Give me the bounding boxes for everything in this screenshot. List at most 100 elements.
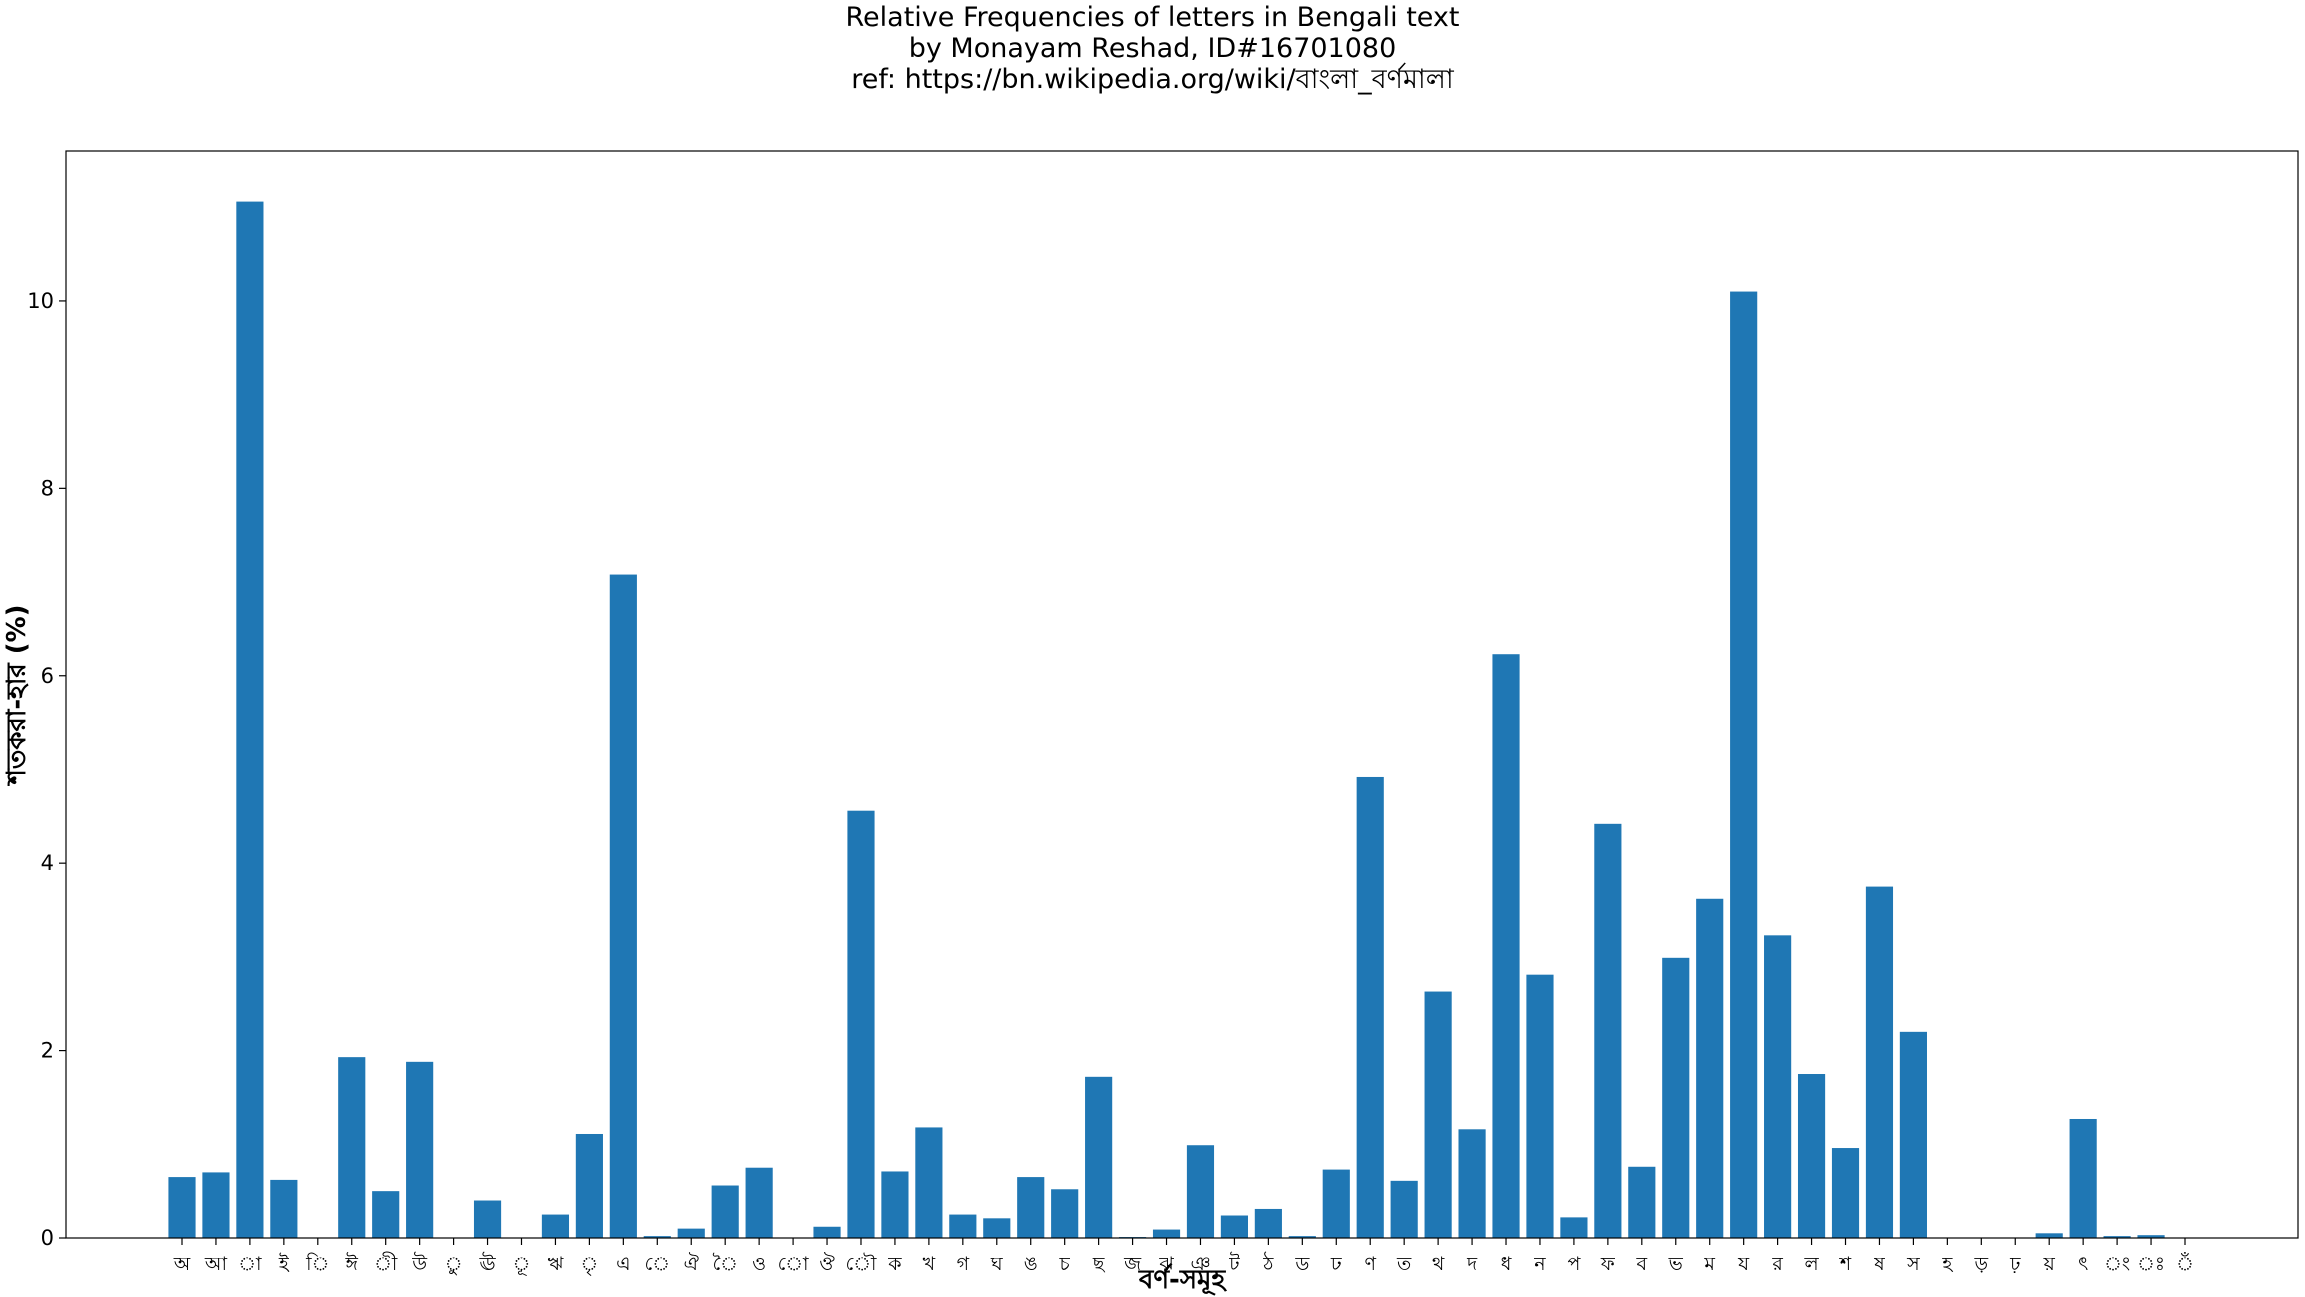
bar-6 [372, 1191, 400, 1238]
x-tick-label: ত [1396, 1253, 1412, 1275]
y-tick-label: 6 [41, 664, 54, 688]
bar-16 [711, 1185, 739, 1238]
bar-34 [1322, 1169, 1350, 1238]
x-tick-label: দ [1466, 1253, 1478, 1275]
x-tick-label: চ [1059, 1253, 1071, 1275]
x-tick-label: স [1906, 1253, 1920, 1275]
bar-48 [1797, 1074, 1826, 1238]
bar-31 [1220, 1215, 1248, 1238]
bar-11 [541, 1214, 570, 1238]
x-tick-label: ন [1533, 1253, 1546, 1275]
bar-22 [915, 1127, 943, 1238]
bar-12 [575, 1133, 603, 1238]
x-tick-label: ণ [1364, 1253, 1376, 1275]
bar-13 [609, 574, 637, 1238]
x-tick-label: ঙ [1024, 1253, 1038, 1275]
bar-42 [1594, 823, 1622, 1238]
x-tick-label: ট [1228, 1252, 1240, 1275]
x-tick-label: ঝ [1158, 1253, 1174, 1275]
bar-1 [202, 1172, 230, 1238]
x-tick-label: ধ [1501, 1253, 1512, 1275]
x-tick-label: ভ [1668, 1253, 1684, 1275]
bar-51 [1899, 1031, 1927, 1238]
bar-56 [2069, 1118, 2097, 1238]
x-tick-label: ল [1803, 1253, 1819, 1275]
bar-50 [1865, 886, 1894, 1238]
bar-27 [1085, 1076, 1113, 1238]
y-tick-label: 0 [41, 1226, 54, 1250]
bar-44 [1662, 957, 1690, 1238]
x-tick-label: ঘ [990, 1253, 1003, 1275]
x-tick-label: ঐ [684, 1252, 700, 1275]
bar-46 [1730, 291, 1758, 1238]
bar-17 [745, 1167, 773, 1238]
x-tick-label: এ [616, 1253, 630, 1275]
x-tick-label: প [1567, 1253, 1581, 1275]
x-tick-label: ও [752, 1253, 766, 1275]
x-tick-label: ছ [1092, 1253, 1106, 1275]
bar-14 [643, 1236, 671, 1238]
x-tick-label: ৌ [846, 1253, 877, 1275]
bar-47 [1764, 935, 1792, 1238]
x-tick-label: ৃ [580, 1253, 598, 1276]
y-tick-label: 4 [41, 851, 54, 875]
x-tick-label: ঋ [548, 1253, 564, 1275]
bar-43 [1628, 1166, 1656, 1238]
y-axis: 0 2 4 6 8 10 [27, 289, 66, 1250]
x-tick-label: ড় [1974, 1253, 1989, 1275]
x-tick-label: শ [1839, 1253, 1852, 1275]
chart-title-line-2: by Monayam Reshad, ID#16701080 [908, 33, 1397, 64]
bar-19 [813, 1226, 841, 1238]
x-tick-label: য [1737, 1253, 1750, 1275]
bar-57 [2103, 1236, 2131, 1238]
bar-37 [1424, 991, 1452, 1238]
bar-38 [1458, 1129, 1486, 1238]
y-tick-label: 10 [27, 289, 54, 313]
bar-25 [1017, 1177, 1045, 1238]
bar-49 [1831, 1148, 1860, 1238]
x-tick-label: উ [411, 1252, 428, 1275]
bar-32 [1254, 1208, 1282, 1238]
x-tick-label: ং [2104, 1253, 2130, 1275]
x-tick-label: ঁ [2176, 1253, 2194, 1275]
x-tick-label: ঈ [345, 1252, 359, 1275]
x-tick-label: ঠ [1262, 1252, 1274, 1275]
x-tick-label: ড [1294, 1253, 1310, 1275]
bar-36 [1390, 1180, 1418, 1238]
x-tick-label: ঢ [1330, 1253, 1342, 1275]
chart-title: Relative Frequencies of letters in Benga… [0, 2, 2305, 95]
x-tick-label: ক [887, 1253, 902, 1275]
bar-26 [1051, 1189, 1079, 1238]
chart-title-line-3: ref: https://bn.wikipedia.org/wiki/বাংলা… [851, 64, 1454, 95]
bar-3 [270, 1179, 298, 1238]
x-tick-label: ঢ় [2009, 1253, 2021, 1275]
x-tick-label: ঊ [478, 1252, 496, 1275]
x-tick-label: ই [278, 1253, 290, 1275]
x-tick-label: ৎ [2078, 1253, 2088, 1275]
bar-2 [236, 201, 264, 1239]
x-tick-label: র [1771, 1253, 1783, 1275]
x-tick-label: হ [1941, 1253, 1953, 1275]
bar-58 [2137, 1235, 2165, 1238]
bar-series [168, 201, 2165, 1239]
x-tick-label: ে [645, 1253, 671, 1275]
x-tick-label: ম [1703, 1253, 1715, 1275]
bar-45 [1696, 898, 1724, 1238]
bar-0 [168, 1177, 196, 1238]
bar-55 [2035, 1233, 2063, 1238]
bar-40 [1526, 974, 1554, 1238]
y-axis-label: শতকরা-হার (%) [2, 604, 32, 786]
x-tick-label: ঞ [1190, 1253, 1210, 1275]
bar-41 [1560, 1217, 1588, 1238]
y-tick-label: 2 [41, 1039, 54, 1063]
x-axis-label: বর্ণ-সমূহ [1138, 1263, 1228, 1296]
x-tick-label: ফ [1600, 1253, 1616, 1275]
bar-30 [1186, 1145, 1215, 1238]
bar-33 [1288, 1236, 1316, 1238]
x-tick-label: ো [778, 1253, 809, 1275]
bar-7 [406, 1061, 434, 1238]
x-tick-label: ঔ [819, 1252, 835, 1275]
x-tick-label: ু [445, 1253, 463, 1276]
y-tick-label: 8 [41, 476, 54, 500]
